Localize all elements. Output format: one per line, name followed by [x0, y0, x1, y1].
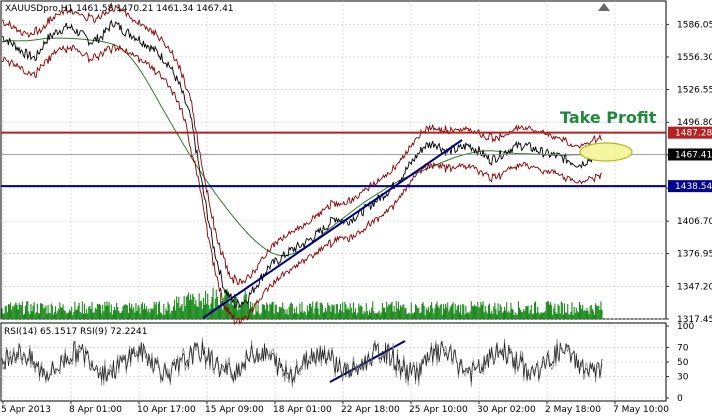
lower-band-line	[1, 44, 603, 325]
level-price-labels: 1487.28 1467.41 1438.54	[668, 126, 712, 193]
price-tick-label: 1376.95	[677, 250, 712, 260]
level-price-box	[668, 180, 712, 193]
price-tick-label: 1347.20	[677, 282, 712, 292]
price-line	[1, 19, 603, 309]
time-tick-label: 30 Apr 02:00	[477, 405, 536, 415]
rsi-9-line	[1, 337, 603, 388]
upper-band-line	[2, 2, 603, 286]
rsi-header: RSI(14) 65.1517 RSI(9) 72.2241	[4, 327, 147, 337]
horizontal-levels	[1, 131, 666, 188]
price-path	[1, 19, 603, 309]
time-tick-label: 22 Apr 18:00	[341, 405, 400, 415]
volume-bars	[1, 287, 603, 319]
time-tick-label: 5 Apr 2013	[1, 405, 51, 415]
chart-header: XAUUSDpro,H1 1461.58 1470.21 1461.34 146…	[5, 4, 234, 14]
time-tick-label: 8 Apr 01:00	[69, 405, 122, 415]
price-tick-label: 1526.55	[677, 86, 712, 96]
price-tick-label: 1496.80	[677, 118, 712, 128]
time-tick-label: 18 Apr 01:00	[273, 405, 332, 415]
rsi-14-line	[1, 340, 603, 383]
rsi-tick-label: 0	[677, 394, 683, 404]
rsi-lines	[1, 337, 603, 388]
rsi-tick-label: 30	[677, 372, 689, 382]
time-tick-label: 7 May 10:00	[613, 405, 669, 415]
bollinger-bands	[1, 2, 603, 325]
time-tick-label: 25 Apr 10:00	[409, 405, 468, 415]
price-tick-label: 1406.70	[677, 217, 712, 227]
price-panel-frame	[0, 0, 667, 320]
price-tick-label: 1586.05	[677, 20, 712, 30]
rsi-tick-label: 50	[677, 358, 689, 368]
price-axis: 1586.051556.301526.551496.801467.051436.…	[666, 20, 712, 325]
level-price-box	[668, 126, 712, 139]
rsi-axis: 100 70 50 30 0	[666, 322, 694, 404]
rsi-tick-label: 100	[677, 322, 694, 332]
time-tick-label: 10 Apr 17:00	[137, 405, 196, 415]
level-price-box	[668, 148, 712, 161]
collapse-arrow-icon[interactable]	[598, 3, 610, 11]
level-price-label: 1487.28	[675, 129, 712, 139]
take-profit-label: Take Profit	[560, 108, 657, 127]
rsi-tick-label: 70	[677, 344, 689, 354]
time-axis: 5 Apr 2013 8 Apr 01:00 10 Apr 17:00 15 Apr …	[1, 401, 669, 415]
time-tick-label: 15 Apr 09:00	[205, 405, 264, 415]
price-tick-label: 1317.45	[677, 315, 712, 325]
level-price-label: 1438.54	[675, 182, 712, 192]
level-price-label: 1467.41	[675, 150, 712, 160]
time-tick-label: 2 May 18:00	[545, 405, 601, 415]
price-trendline	[202, 139, 463, 319]
price-tick-label: 1556.30	[677, 53, 712, 63]
take-profit-ellipse	[579, 142, 633, 162]
